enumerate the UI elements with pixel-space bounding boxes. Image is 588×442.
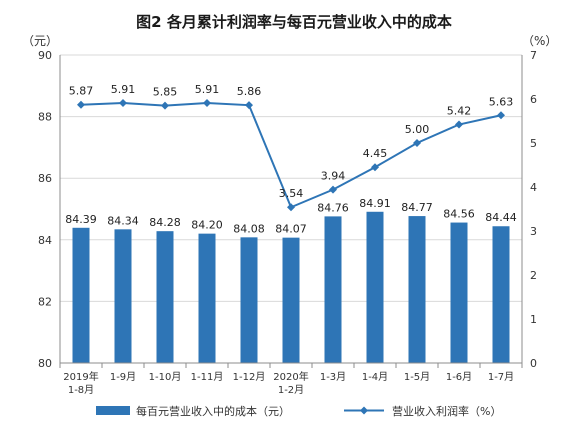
legend: 每百元营业收入中的成本（元） 营业收入利润率（%） (96, 404, 501, 418)
legend-bar-swatch (96, 406, 130, 415)
gridlines (60, 54, 522, 302)
bar-value-label: 84.56 (443, 208, 475, 221)
x-tick-label: 1-6月 (446, 371, 472, 383)
bar (198, 233, 216, 363)
right-tick-label: 2 (530, 269, 537, 282)
bar-value-label: 84.91 (359, 197, 391, 210)
left-tick-label: 86 (38, 172, 52, 185)
line-value-label: 3.54 (279, 187, 304, 200)
line-point (497, 111, 505, 120)
line-value-label: 5.63 (489, 95, 514, 108)
line-point (77, 100, 85, 109)
bar-value-label: 84.44 (485, 211, 517, 224)
bar (324, 216, 342, 363)
bar (156, 231, 174, 363)
chart-title: 图2 各月累计利润率与每百元营业收入中的成本 (136, 13, 452, 31)
legend-line-marker (360, 406, 368, 415)
legend-bar-label: 每百元营业收入中的成本（元） (136, 404, 290, 418)
left-tick-label: 88 (38, 111, 52, 124)
bar (240, 237, 258, 363)
x-tick-label: 1-5月 (404, 371, 430, 383)
x-tick-label: 1-12月 (233, 371, 266, 383)
line-point (287, 203, 295, 212)
x-tick-label: 1-7月 (488, 371, 514, 383)
line-point (371, 163, 379, 172)
bar-value-label: 84.77 (401, 201, 433, 214)
bar-value-label: 84.28 (149, 216, 181, 229)
bar-series (72, 211, 510, 363)
line-point (245, 101, 253, 110)
bar (366, 211, 384, 363)
bar (450, 222, 468, 363)
line-point (203, 98, 211, 107)
line-point (455, 120, 463, 129)
line-value-label: 5.86 (237, 85, 262, 98)
right-tick-label: 3 (530, 225, 537, 238)
line-value-label: 3.94 (321, 170, 346, 183)
x-tick-label: 1-3月 (320, 371, 346, 383)
left-tick-label: 80 (38, 357, 52, 370)
bar-value-label: 84.34 (107, 214, 139, 227)
bar-value-label: 84.76 (317, 201, 349, 214)
line-value-label: 5.91 (111, 83, 136, 96)
legend-line-label: 营业收入利润率（%） (392, 404, 501, 418)
line-point (413, 139, 421, 147)
x-tick-label: 2019年 1-8月 (63, 370, 98, 396)
right-tick-label: 6 (530, 93, 537, 106)
line-point (119, 98, 127, 107)
x-tick-label: 1-11月 (191, 371, 224, 383)
bar-value-label: 84.20 (191, 219, 223, 232)
left-axis-unit: （元） (22, 34, 58, 48)
bar (408, 216, 426, 363)
right-tick-label: 1 (530, 313, 537, 326)
bar (282, 237, 300, 363)
bar (72, 227, 90, 363)
data-labels: 84.39 84.34 84.28 84.20 84.08 84.07 84.76 84.91… (65, 83, 517, 236)
line-value-label: 5.00 (405, 123, 430, 136)
bar-value-label: 84.08 (233, 222, 265, 235)
line-value-label: 4.45 (363, 147, 388, 160)
right-tick-label: 7 (530, 49, 537, 62)
line-value-label: 5.91 (195, 83, 220, 96)
x-tick-label: 1-10月 (149, 371, 182, 383)
line-value-label: 5.42 (447, 105, 472, 118)
left-tick-label: 84 (38, 234, 52, 247)
right-tick-label: 0 (530, 357, 537, 370)
right-axis-unit: （%） (522, 34, 557, 48)
right-tick-label: 5 (530, 137, 537, 150)
line-point (161, 101, 169, 110)
line-point (329, 185, 337, 194)
x-tick-label: 1-9月 (110, 371, 136, 383)
line-value-label: 5.85 (153, 86, 178, 99)
x-tick-label: 1-4月 (362, 371, 388, 383)
left-tick-label: 90 (38, 49, 52, 62)
left-tick-label: 82 (38, 295, 52, 308)
bar-value-label: 84.07 (275, 223, 307, 236)
bar (114, 229, 132, 363)
bar-value-label: 84.39 (65, 213, 97, 226)
x-tick-label: 2020年 1-2月 (273, 370, 308, 396)
bar (492, 226, 510, 363)
axes: 80 82 84 86 88 90 0 1 2 3 4 5 6 7 2019年 1-8月 1-9月 1-10月 1-… (38, 49, 537, 396)
line-series (77, 98, 505, 212)
right-tick-label: 4 (530, 181, 537, 194)
line-value-label: 5.87 (69, 85, 94, 98)
